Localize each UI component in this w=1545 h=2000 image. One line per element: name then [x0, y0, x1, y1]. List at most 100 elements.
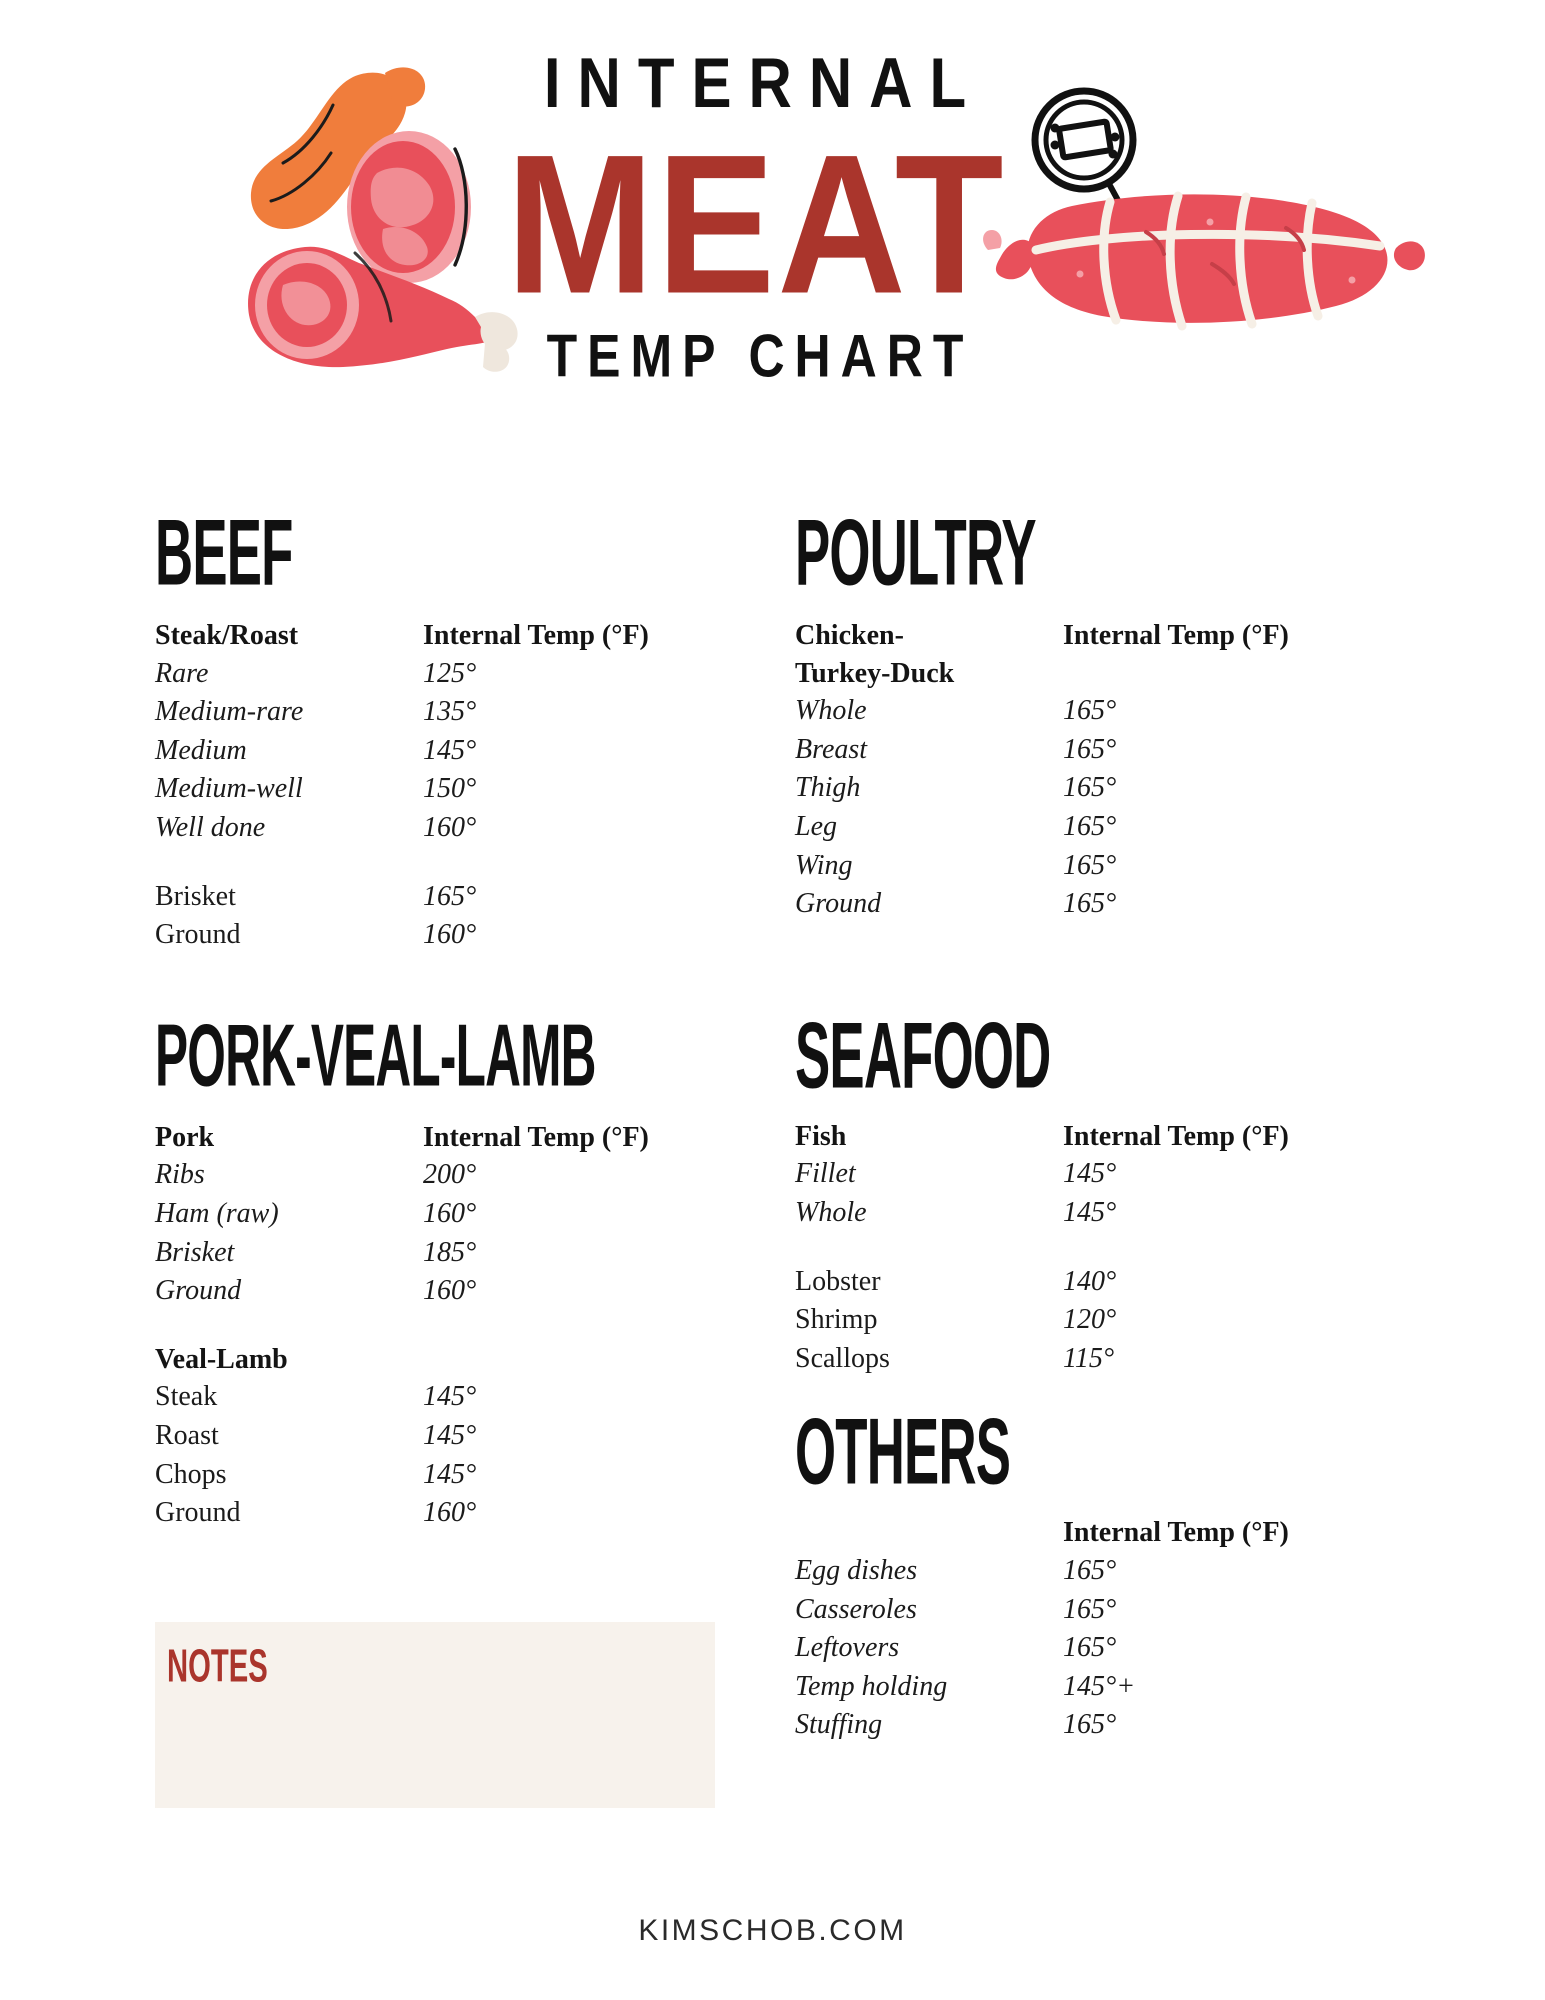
- table-row: Lobster 140°: [795, 1263, 1355, 1302]
- table-row: Ribs 200°: [155, 1156, 715, 1195]
- table-row: Stuffing 165°: [795, 1706, 1355, 1745]
- table-row: Well done 160°: [155, 809, 715, 848]
- row-label: Brisket: [155, 880, 236, 912]
- row-label: Whole: [795, 1196, 867, 1228]
- row-label: Chops: [155, 1458, 227, 1490]
- column-header-temp: Internal Temp (°F): [423, 1121, 649, 1153]
- table-row: Scallops 115°: [795, 1340, 1355, 1379]
- title-block: INTERNAL MEAT TEMP CHART: [506, 47, 1004, 386]
- row-label: Well done: [155, 812, 266, 844]
- row-label: Rare: [155, 657, 209, 689]
- row-label: Ground: [155, 1275, 242, 1307]
- column-header-category: Veal-Lamb: [155, 1343, 288, 1375]
- table-row: Temp holding 145°+: [795, 1668, 1355, 1707]
- table-row: Shrimp 120°: [795, 1301, 1355, 1340]
- table-row: Ground 160°: [155, 916, 715, 955]
- row-label: Wing: [795, 849, 853, 881]
- row-temp: 165°: [1063, 849, 1117, 881]
- row-label: Medium: [155, 734, 247, 766]
- row-temp: 185°: [423, 1236, 477, 1268]
- notes-box[interactable]: NOTES: [155, 1622, 715, 1808]
- row-temp: 145°: [423, 1420, 477, 1452]
- row-label: Steak: [155, 1381, 218, 1413]
- table-row: Thigh 165°: [795, 769, 1355, 808]
- meat-illustration-left: [235, 55, 535, 395]
- table-row: Fillet 145°: [795, 1155, 1355, 1194]
- section-title-beef: BEEF: [155, 499, 293, 605]
- row-label: Ground: [795, 888, 882, 920]
- row-label: Ribs: [155, 1159, 205, 1191]
- table-row: Egg dishes 165°: [795, 1552, 1355, 1591]
- table-row: Medium-well 150°: [155, 770, 715, 809]
- section-poultry: POULTRY Chicken- Internal Temp (°F) Turk…: [795, 505, 1435, 924]
- row-label: Stuffing: [795, 1709, 883, 1741]
- row-temp: 160°: [423, 812, 477, 844]
- table-header-row: Fish Internal Temp (°F): [795, 1118, 1355, 1156]
- row-temp: 165°: [1063, 888, 1117, 920]
- table-row: Ground 165°: [795, 885, 1355, 924]
- table-header-row-second-line: Turkey-Duck: [795, 655, 1355, 693]
- row-label: Ground: [155, 1497, 241, 1529]
- column-header-temp: Internal Temp (°F): [423, 620, 649, 651]
- table-others: Internal Temp (°F) Egg dishes 165° Casse…: [795, 1514, 1355, 1745]
- row-label: Leg: [795, 810, 837, 842]
- row-label: Thigh: [795, 772, 861, 804]
- table-row: Leftovers 165°: [795, 1629, 1355, 1668]
- row-label: Whole: [795, 695, 867, 727]
- table-row: Breast 165°: [795, 731, 1355, 770]
- chart-header: INTERNAL MEAT TEMP CHART: [0, 0, 1545, 500]
- row-label: Egg dishes: [795, 1554, 918, 1586]
- table-seafood: Fish Internal Temp (°F) Fillet 145° Whol…: [795, 1118, 1355, 1379]
- left-column: BEEF Steak/Roast Internal Temp (°F) Rare…: [155, 505, 795, 1533]
- footer-website: KIMSCHOB.COM: [638, 1914, 907, 1947]
- table-row: Casseroles 165°: [795, 1591, 1355, 1630]
- section-others: OTHERS Internal Temp (°F) Egg dishes 165…: [795, 1404, 1435, 1745]
- row-temp: 165°: [1063, 1632, 1117, 1664]
- row-temp: 160°: [423, 1198, 477, 1230]
- table-row: Leg 165°: [795, 808, 1355, 847]
- row-temp: 135°: [423, 696, 477, 728]
- row-temp: 160°: [423, 1497, 477, 1529]
- table-row: Ham (raw) 160°: [155, 1195, 715, 1234]
- row-temp: 145°: [423, 734, 477, 766]
- row-spacer: [155, 1311, 715, 1341]
- row-temp: 165°: [423, 880, 477, 912]
- section-beef: BEEF Steak/Roast Internal Temp (°F) Rare…: [155, 505, 795, 955]
- table-header-row: Internal Temp (°F): [795, 1514, 1355, 1552]
- row-temp: 165°: [1063, 1593, 1117, 1625]
- table-header-row: Pork Internal Temp (°F): [155, 1119, 715, 1157]
- row-label: Medium-well: [155, 773, 303, 805]
- right-column: POULTRY Chicken- Internal Temp (°F) Turk…: [795, 505, 1435, 1745]
- row-temp: 120°: [1063, 1304, 1117, 1336]
- row-spacer: [155, 848, 715, 878]
- tied-roast-icon: [983, 87, 1425, 331]
- row-spacer: [795, 1233, 1355, 1263]
- row-temp: 125°: [423, 657, 477, 689]
- table-row: Wing 165°: [795, 847, 1355, 886]
- table-header-row: Steak/Roast Internal Temp (°F): [155, 617, 715, 655]
- row-temp: 150°: [423, 773, 477, 805]
- row-temp: 160°: [423, 1275, 477, 1307]
- column-header-category: Fish: [795, 1120, 847, 1152]
- section-title-seafood: SEAFOOD: [795, 1002, 1051, 1108]
- row-label: Breast: [795, 733, 868, 765]
- column-header-category: Chicken-: [795, 620, 904, 651]
- row-temp: 115°: [1063, 1342, 1115, 1374]
- title-line-meat: MEAT: [505, 113, 1006, 335]
- table-row: Whole 145°: [795, 1194, 1355, 1233]
- row-label: Lobster: [795, 1265, 881, 1297]
- column-header-temp: Internal Temp (°F): [1063, 1120, 1289, 1152]
- row-temp: 165°: [1063, 772, 1117, 804]
- row-temp: 160°: [423, 919, 477, 951]
- drumstick-steak-ham-icon: [248, 67, 518, 372]
- column-header-category: Steak/Roast: [155, 620, 299, 651]
- row-label: Fillet: [795, 1158, 856, 1190]
- table-row: Medium 145°: [155, 732, 715, 771]
- row-temp: 165°: [1063, 810, 1117, 842]
- table-poultry: Chicken- Internal Temp (°F) Turkey-Duck …: [795, 617, 1355, 924]
- row-label: Leftovers: [795, 1632, 900, 1664]
- row-label: Ham (raw): [155, 1198, 279, 1230]
- column-header-category: Pork: [155, 1121, 215, 1153]
- section-seafood: SEAFOOD Fish Internal Temp (°F) Fillet 1…: [795, 1008, 1435, 1379]
